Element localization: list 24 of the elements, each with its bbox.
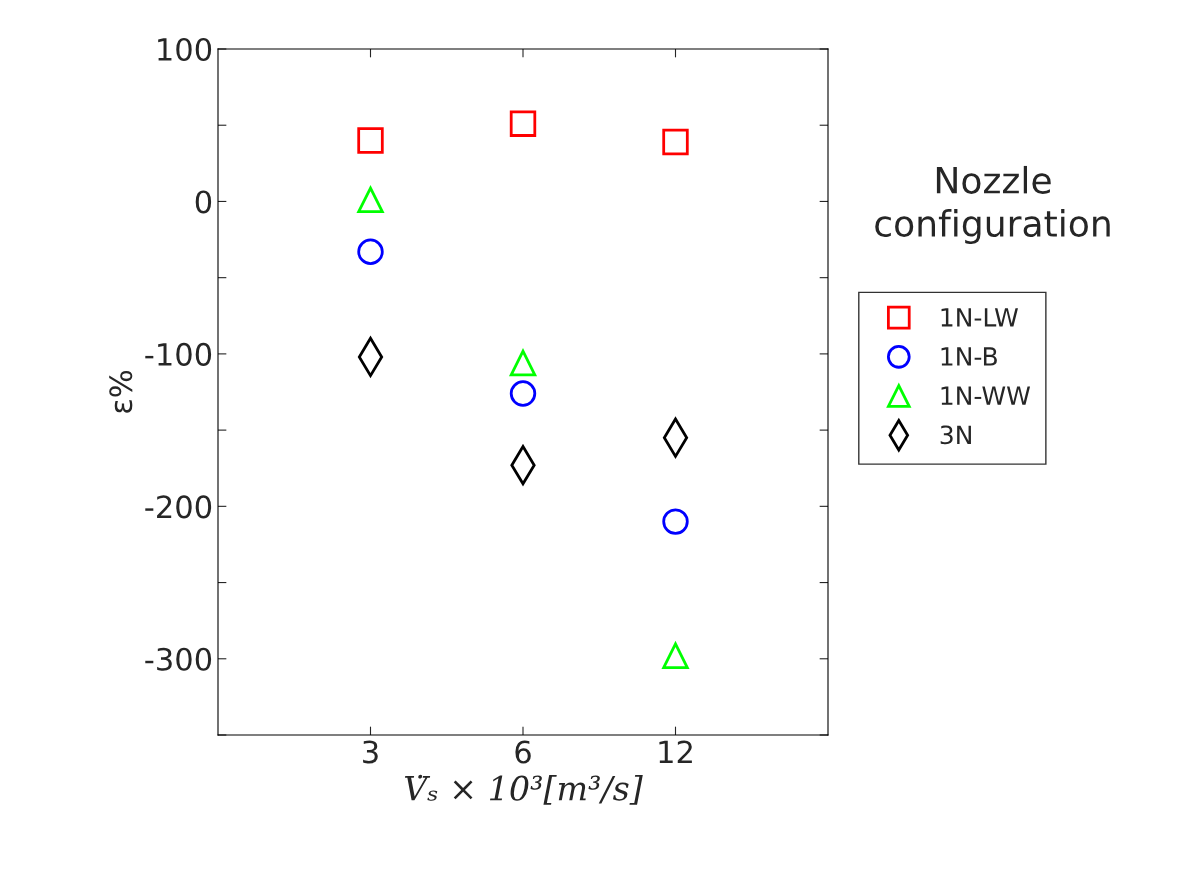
legend-label: 1N-LW: [941, 308, 1018, 327]
point: [509, 380, 537, 407]
legend-label: 1N-WW: [941, 386, 1031, 405]
y-tick-label: 0: [195, 190, 212, 214]
point: [662, 128, 689, 156]
x-axis-title: V̇ₛ × 10³[m³/s]: [404, 774, 643, 805]
y-tick-label: -100: [145, 342, 212, 366]
y-axis-title: ε%: [109, 370, 133, 413]
point: [357, 238, 384, 265]
legend-title: Nozzle configuration: [875, 165, 1110, 245]
point: [509, 349, 537, 377]
legend-label: 3N: [940, 425, 971, 445]
y-tick-label: -300: [145, 647, 212, 671]
y-tick-label: -200: [145, 495, 212, 519]
point: [509, 110, 537, 137]
legend-label: 1N-B: [941, 347, 997, 366]
point: [662, 508, 689, 535]
point: [661, 640, 690, 669]
point: [357, 186, 384, 214]
x-tick-label: 12: [659, 740, 692, 764]
y-tick-label: 100: [158, 37, 212, 62]
x-tick-label: 3: [363, 740, 378, 764]
x-tick-label: 6: [515, 740, 531, 764]
point: [357, 127, 384, 154]
